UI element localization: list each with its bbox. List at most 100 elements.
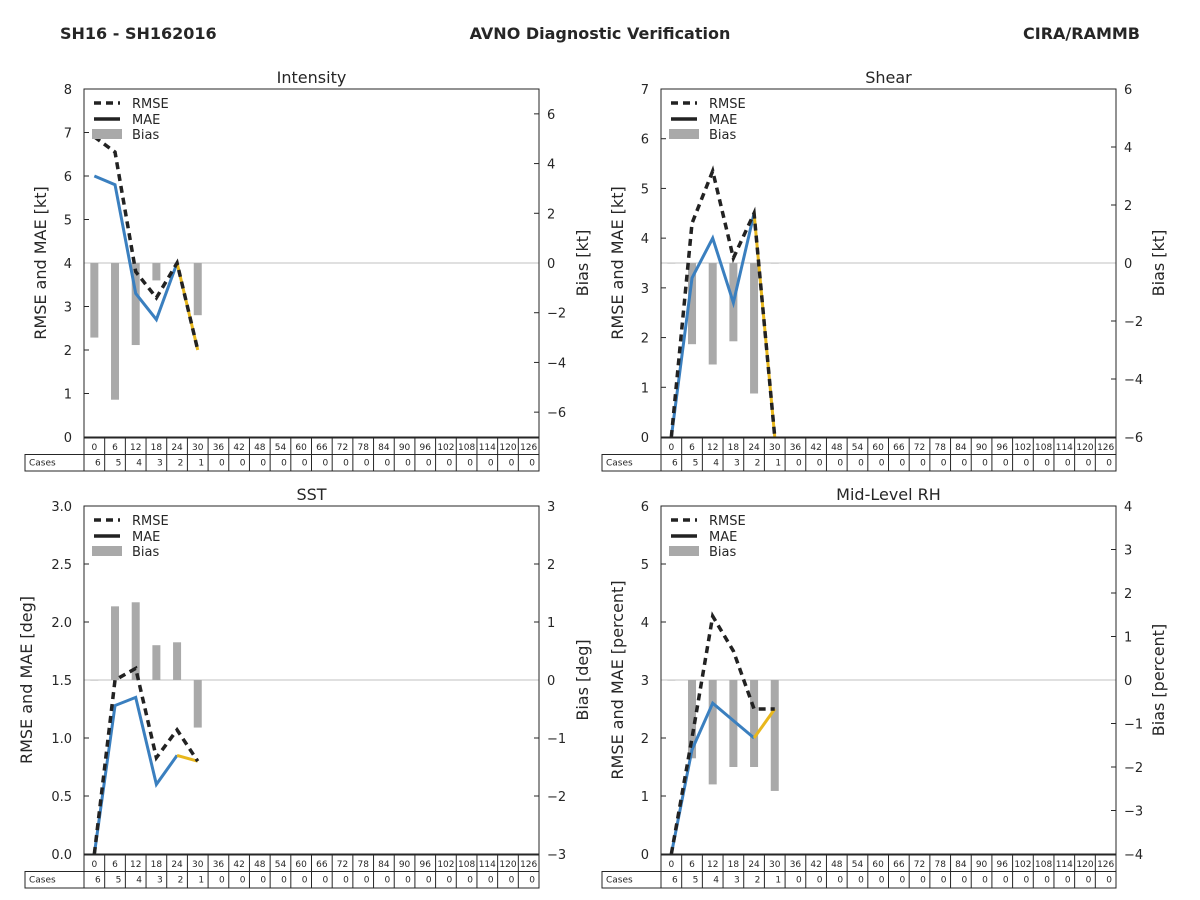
- table-case-count: 0: [281, 459, 287, 469]
- table-case-count: 0: [899, 876, 905, 886]
- bias-bar: [193, 680, 202, 728]
- y-axis-label: RMSE and MAE [kt]: [608, 186, 627, 339]
- table-case-count: 0: [405, 876, 411, 886]
- table-hour-label: 12: [707, 443, 718, 453]
- table-case-count: 0: [1065, 459, 1071, 469]
- y-tick-label: 1: [64, 388, 72, 403]
- table-hour-label: 48: [254, 443, 266, 453]
- table-case-count: 0: [941, 876, 947, 886]
- table-case-count: 0: [1086, 459, 1092, 469]
- legend-bias-swatch: [669, 546, 699, 556]
- table-hour-label: 18: [728, 443, 740, 453]
- y2-tick-label: 1: [1124, 631, 1132, 646]
- table-case-count: 5: [116, 876, 122, 886]
- table-case-count: 0: [322, 876, 328, 886]
- legend-mae-label: MAE: [709, 113, 737, 128]
- table-hour-label: 42: [233, 443, 244, 453]
- table-case-count: 3: [734, 876, 740, 886]
- chart-panel-4: Mid-Level RH RMSE and MAE [percent] Bias […: [601, 485, 1168, 889]
- table-hour-label: 30: [769, 860, 781, 870]
- legend-bias-swatch: [669, 129, 699, 139]
- table-case-count: 0: [858, 876, 864, 886]
- table-case-count: 0: [260, 876, 266, 886]
- table-case-count: 0: [879, 876, 885, 886]
- table-hour-label: 48: [831, 860, 843, 870]
- table-hour-label: 12: [130, 860, 141, 870]
- table-row-label: Cases: [606, 876, 633, 886]
- table-case-count: 0: [302, 876, 308, 886]
- table-case-count: 3: [157, 459, 163, 469]
- table-case-count: 0: [384, 459, 390, 469]
- y2-tick-label: 2: [1124, 587, 1132, 602]
- y-tick-label: 7: [641, 83, 649, 98]
- table-hour-label: 54: [275, 860, 287, 870]
- y2-axis-label: Bias [kt]: [573, 230, 592, 297]
- table-case-count: 5: [116, 459, 122, 469]
- mae-line-low-sample: [752, 708, 776, 739]
- y-tick-label: 3.0: [51, 500, 72, 515]
- table-hour-label: 84: [378, 860, 390, 870]
- table-case-count: 1: [775, 459, 781, 469]
- table-case-count: 0: [1024, 459, 1030, 469]
- y2-tick-label: 0: [1124, 674, 1132, 689]
- table-hour-label: 36: [790, 443, 802, 453]
- table-hour-label: 24: [171, 860, 183, 870]
- bias-bar: [729, 680, 738, 767]
- table-hour-label: 126: [1097, 443, 1114, 453]
- table-hour-label: 72: [337, 860, 348, 870]
- y-tick-label: 5: [64, 214, 72, 229]
- table-hour-label: 96: [997, 443, 1009, 453]
- y2-tick-label: −2: [547, 790, 566, 805]
- plot-frame: [660, 505, 1117, 855]
- table-hour-label: 78: [357, 443, 369, 453]
- table-row-label-cell: [24, 454, 85, 472]
- table-hour-label: 66: [893, 860, 905, 870]
- table-case-count: 0: [837, 459, 843, 469]
- table-case-count: 0: [219, 459, 225, 469]
- y2-tick-label: 0: [547, 674, 555, 689]
- table-row-label: Cases: [29, 459, 56, 469]
- y2-tick-label: −2: [1124, 315, 1143, 330]
- bias-bar: [152, 645, 161, 680]
- legend-mae-label: MAE: [132, 530, 160, 545]
- table-case-count: 4: [136, 876, 142, 886]
- table-hour-label: 54: [275, 443, 287, 453]
- y2-axis-label: Bias [kt]: [1149, 230, 1168, 297]
- table-hour-label: 114: [1056, 443, 1073, 453]
- y-tick-label: 7: [64, 127, 72, 142]
- table-hour-label: 84: [955, 860, 967, 870]
- table-row-label: Cases: [606, 459, 633, 469]
- table-hour-label: 48: [254, 860, 266, 870]
- y2-tick-label: −2: [1124, 761, 1143, 776]
- table-hour-label: 126: [520, 860, 537, 870]
- bias-bar: [193, 263, 202, 316]
- y-tick-label: 2: [641, 332, 649, 347]
- table-case-count: 3: [157, 876, 163, 886]
- table-hour-label: 18: [151, 860, 163, 870]
- chart-title: SST: [296, 485, 326, 504]
- bias-bar: [688, 680, 697, 759]
- bias-bar: [111, 606, 120, 680]
- bias-bar: [708, 263, 717, 365]
- table-case-count: 0: [426, 876, 432, 886]
- table-case-count: 6: [672, 459, 678, 469]
- table-case-count: 6: [95, 876, 101, 886]
- mae-line: [669, 212, 756, 438]
- bias-bar: [750, 263, 759, 394]
- chart-title: Shear: [865, 68, 912, 87]
- table-hour-label: 96: [420, 443, 432, 453]
- table-case-count: 0: [1044, 459, 1050, 469]
- bias-bar: [688, 263, 697, 345]
- y2-tick-label: −4: [547, 356, 566, 371]
- table-hour-label: 90: [399, 443, 411, 453]
- y2-tick-label: −3: [547, 848, 566, 863]
- table-hour-label: 36: [213, 443, 225, 453]
- table-case-count: 2: [178, 876, 184, 886]
- table-case-count: 0: [796, 459, 802, 469]
- table-case-count: 5: [693, 459, 699, 469]
- bias-bar: [770, 263, 779, 264]
- y-tick-label: 3: [64, 301, 72, 316]
- table-hour-label: 108: [1035, 860, 1052, 870]
